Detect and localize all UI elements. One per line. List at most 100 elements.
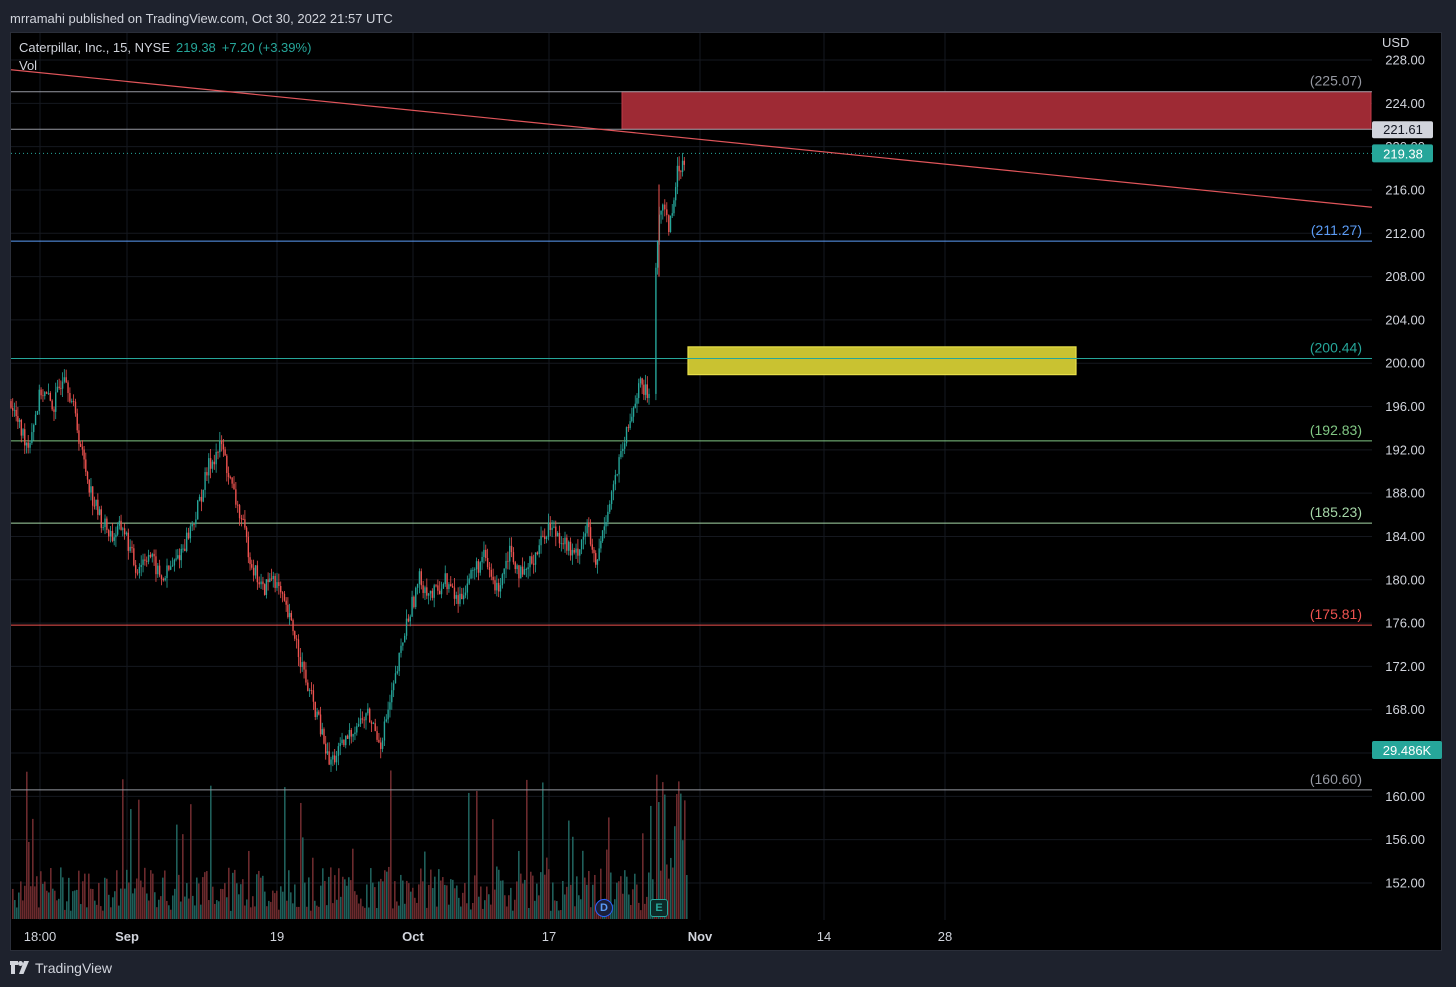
candle-body <box>455 595 457 599</box>
volume-bar <box>534 900 536 919</box>
volume-badge[interactable] <box>1372 741 1442 759</box>
candle-body <box>118 520 121 526</box>
volume-bar <box>480 886 482 919</box>
candle-body <box>359 718 362 725</box>
candle-body <box>78 430 80 444</box>
candle-body <box>485 549 487 558</box>
support-zone[interactable] <box>687 346 1077 376</box>
candle-body <box>488 567 491 570</box>
last-price-badge[interactable] <box>1372 144 1433 163</box>
volume-bar <box>108 894 110 919</box>
candle-body <box>462 595 465 600</box>
volume-bar <box>568 820 570 919</box>
candle-body <box>67 382 69 393</box>
volume-bar <box>490 904 492 919</box>
candle-body <box>520 566 522 579</box>
volume-bar <box>398 905 400 919</box>
candle-body <box>560 543 563 545</box>
volume-bar <box>218 901 220 919</box>
volume-bar <box>90 888 92 919</box>
candle-body <box>593 549 595 554</box>
volume-bar <box>272 890 274 919</box>
candle-body <box>217 451 219 453</box>
candle-body <box>307 682 309 691</box>
volume-bar <box>234 869 236 919</box>
candle-body <box>459 593 461 604</box>
level-label: (225.07) <box>1310 73 1362 89</box>
y-tick-label: 204.00 <box>1385 312 1425 327</box>
volume-bar <box>158 899 160 919</box>
candle-body <box>555 526 557 537</box>
candle-body <box>180 548 182 561</box>
volume-legend[interactable]: Vol <box>19 58 38 73</box>
earnings-marker[interactable]: E <box>650 899 668 917</box>
candle-body <box>426 587 428 596</box>
volume-bar <box>92 889 94 919</box>
candle-body <box>328 751 330 765</box>
volume-bar <box>508 895 510 919</box>
candle-body <box>305 669 307 683</box>
resistance-zone[interactable] <box>621 91 1372 130</box>
volume-bar <box>284 787 286 919</box>
volume-bar <box>628 894 630 919</box>
volume-bar <box>116 870 118 919</box>
candle-body <box>74 401 77 414</box>
candle-body <box>330 759 332 765</box>
trendline[interactable] <box>10 69 1373 208</box>
candle-body <box>343 739 345 746</box>
currency-label[interactable]: USD <box>1382 35 1410 50</box>
candle-body <box>433 585 435 598</box>
volume-bar <box>56 900 58 919</box>
candle-body <box>90 486 92 493</box>
dividend-marker[interactable]: D <box>595 899 613 917</box>
candle-body <box>392 683 395 691</box>
volume-bar <box>264 891 266 919</box>
price-badge-221[interactable] <box>1372 121 1433 139</box>
candle-body <box>58 386 60 388</box>
volume-bar <box>342 876 344 919</box>
volume-bar <box>650 805 652 919</box>
candle-body <box>109 530 112 537</box>
tradingview-logo[interactable]: TradingView <box>10 960 112 976</box>
volume-bar <box>262 875 264 919</box>
candle-body <box>47 392 50 394</box>
volume-bar <box>204 872 206 919</box>
candle-body <box>509 545 511 562</box>
candle-body <box>202 489 204 502</box>
volume-bar <box>466 903 468 919</box>
x-tick-label: Sep <box>115 929 139 944</box>
volume-bar <box>658 802 660 919</box>
candle-body <box>553 526 555 528</box>
candle-body <box>153 553 155 557</box>
candle-body <box>224 449 226 456</box>
symbol-legend[interactable]: Caterpillar, Inc., 15, NYSE 219.38 +7.20 (… <box>19 40 311 55</box>
candle-body <box>378 739 380 743</box>
candle-body <box>147 554 150 562</box>
volume-bar <box>414 897 416 919</box>
volume-bar <box>434 876 436 919</box>
volume-bar <box>72 891 74 919</box>
chart-frame[interactable] <box>10 32 1442 951</box>
volume-bar <box>684 800 686 919</box>
volume-bar <box>520 873 522 919</box>
volume-bar <box>364 907 366 919</box>
candle-body <box>104 518 106 528</box>
volume-bar <box>96 904 98 919</box>
x-tick-label: Nov <box>688 929 713 944</box>
candle-body <box>18 419 21 422</box>
volume-bar <box>436 906 438 919</box>
x-tick-label: Oct <box>402 929 424 944</box>
volume-bar <box>566 886 568 919</box>
candle-body <box>195 519 197 525</box>
volume-bar <box>242 879 244 919</box>
level-label: (211.27) <box>1311 222 1362 238</box>
volume-bar <box>484 900 486 919</box>
volume-bar <box>294 884 296 919</box>
candle-body <box>591 544 593 550</box>
symbol-name: Caterpillar, Inc., 15, NYSE <box>19 40 171 55</box>
volume-bar <box>538 895 540 919</box>
candle-body <box>310 690 313 691</box>
volume-bar <box>210 785 212 919</box>
candle-body <box>589 527 592 545</box>
